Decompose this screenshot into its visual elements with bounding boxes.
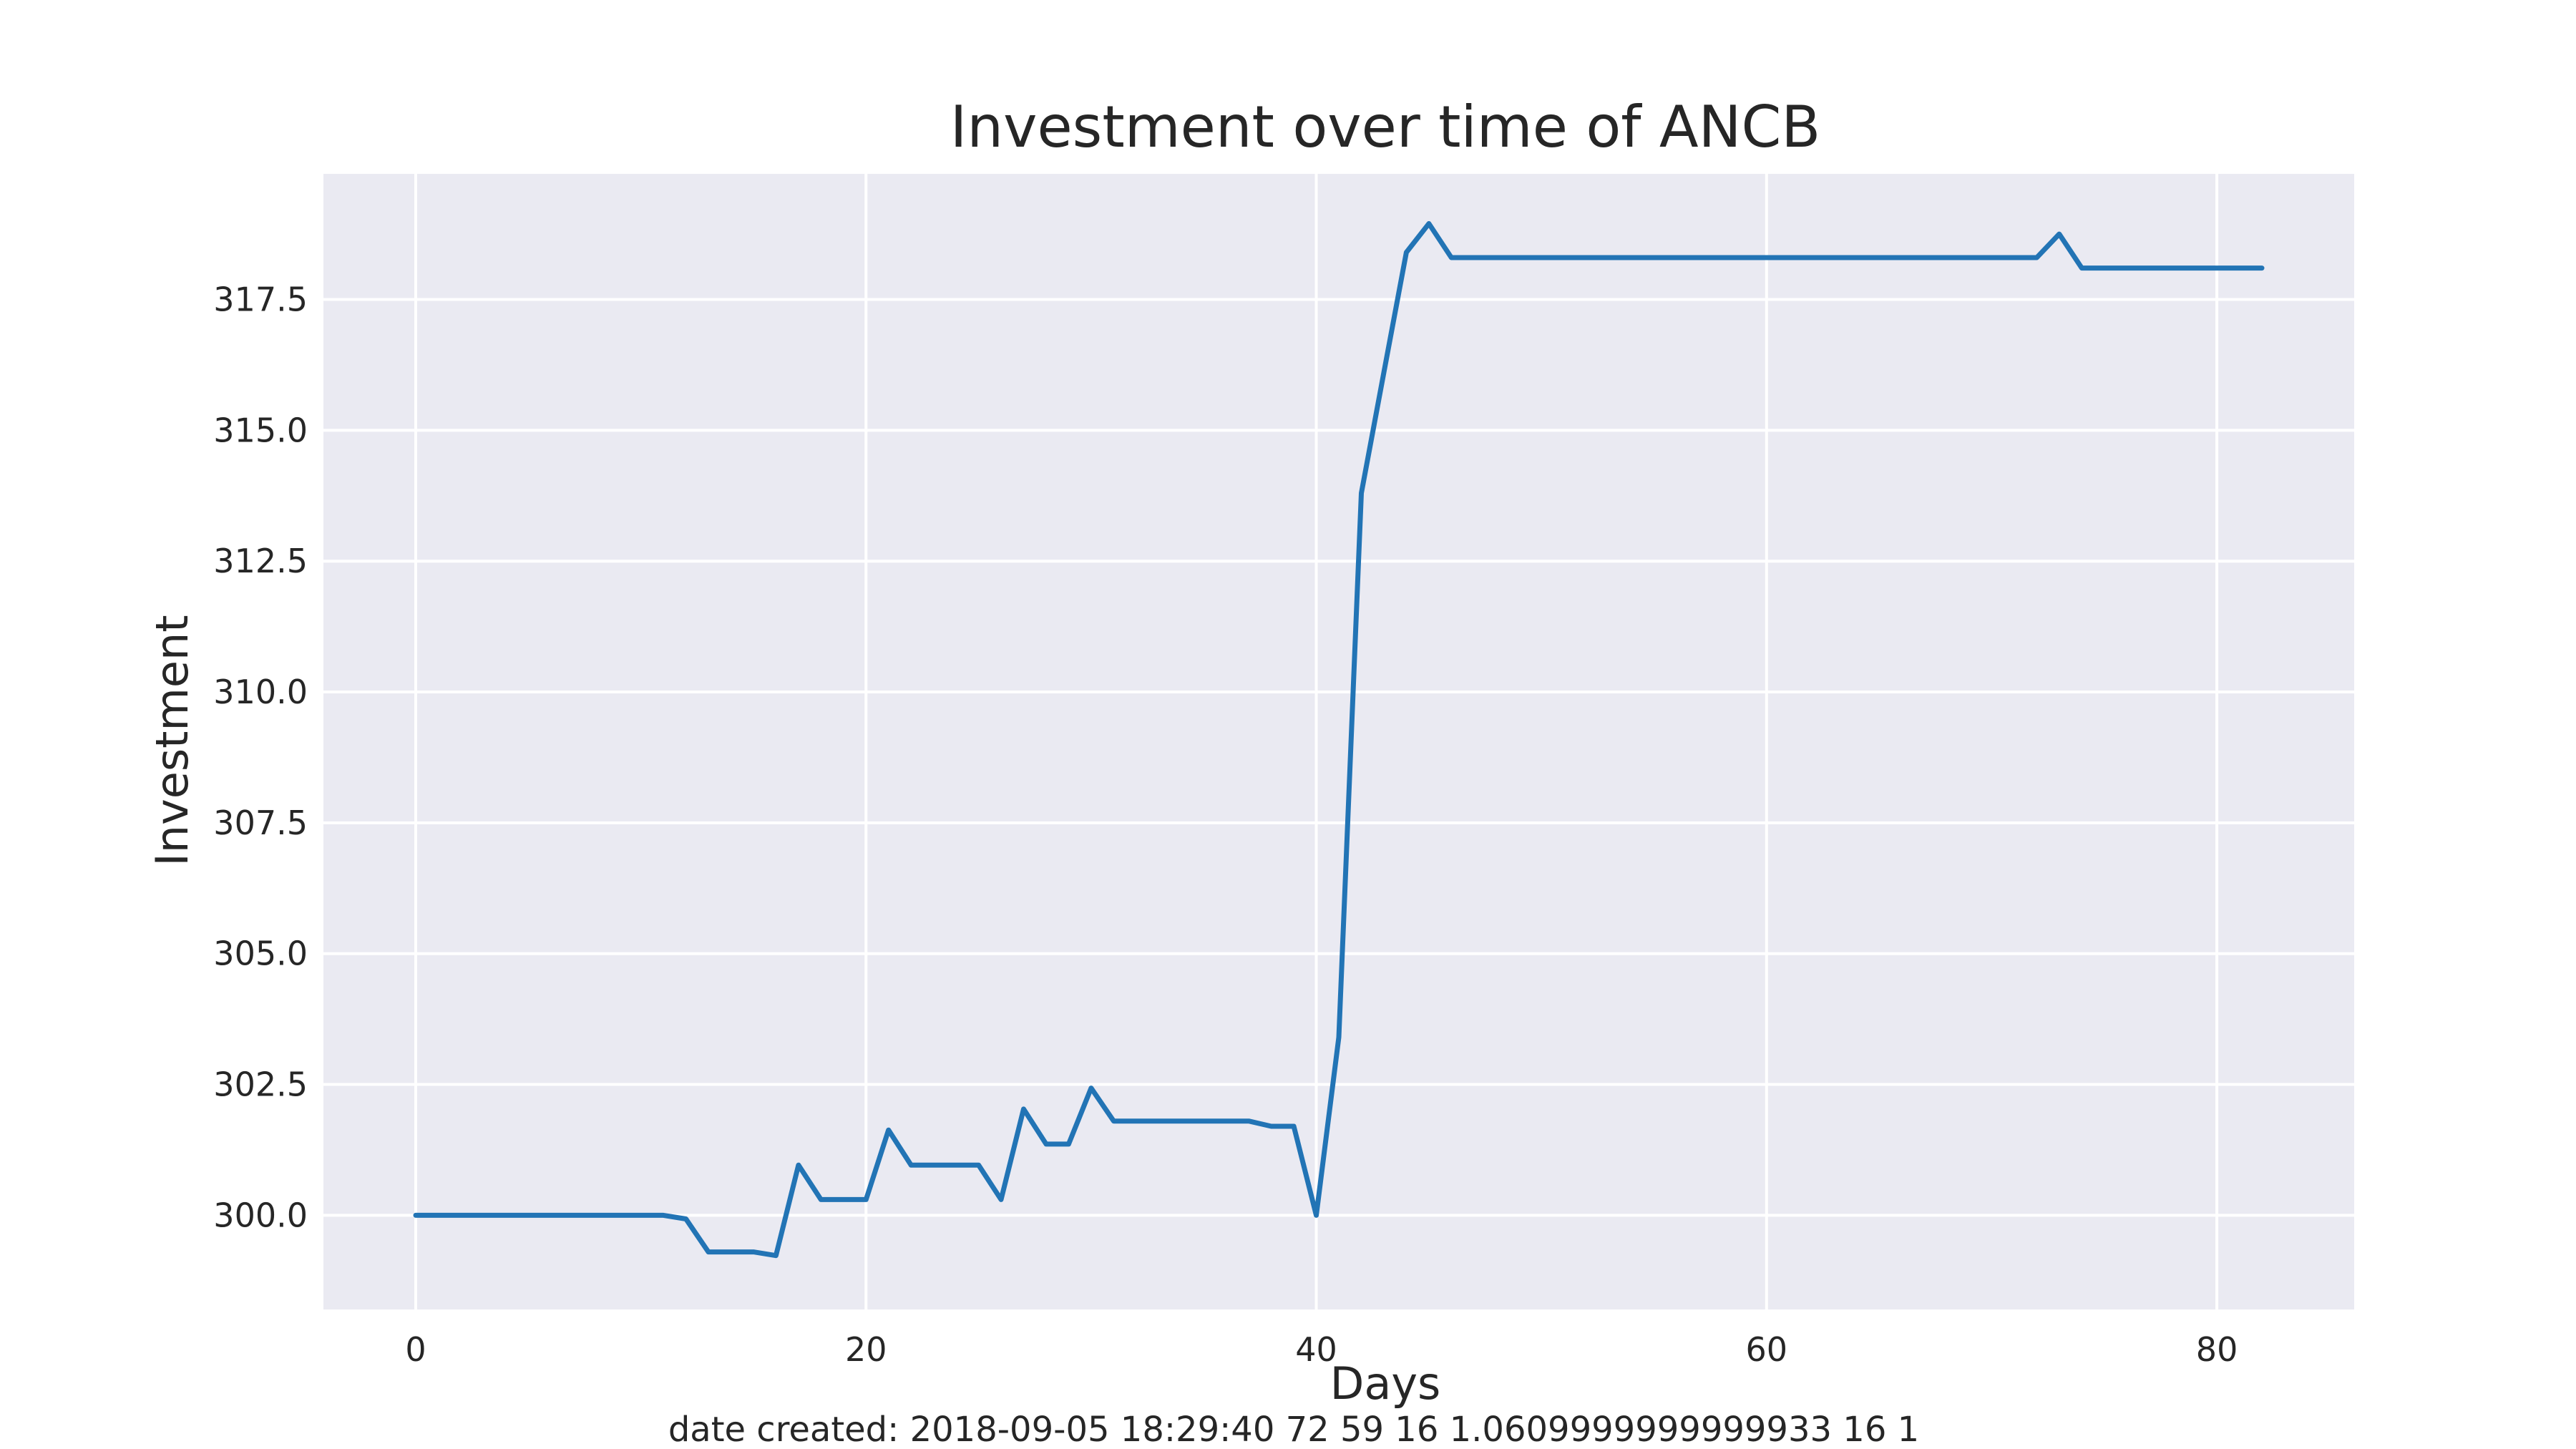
y-tick-label: 300.0 <box>213 1196 308 1234</box>
x-tick-labels: 0 20 40 60 80 <box>405 1330 2238 1369</box>
x-tick-label: 40 <box>1295 1330 1337 1369</box>
date-created-caption: date created: 2018-09-05 18:29:40 72 59 … <box>668 1410 1919 1449</box>
x-tick-label: 80 <box>2196 1330 2238 1369</box>
plot-background <box>323 174 2354 1309</box>
y-tick-label: 302.5 <box>213 1065 308 1104</box>
y-tick-label: 315.0 <box>213 411 308 449</box>
x-axis-label: Days <box>1330 1357 1441 1410</box>
y-tick-label: 307.5 <box>213 804 308 842</box>
x-tick-label: 60 <box>1746 1330 1788 1369</box>
x-tick-label: 20 <box>845 1330 887 1369</box>
y-axis-label: Investment <box>146 615 198 866</box>
chart-title: Investment over time of ANCB <box>950 94 1820 160</box>
y-tick-label: 312.5 <box>213 542 308 580</box>
investment-series-line <box>413 221 2265 1259</box>
y-tick-label: 317.5 <box>213 280 308 319</box>
x-gridlines <box>414 174 2219 1309</box>
y-tick-label: 305.0 <box>213 935 308 973</box>
x-tick-label: 0 <box>405 1330 426 1369</box>
y-tick-label: 310.0 <box>213 673 308 711</box>
y-tick-labels: 300.0 302.5 305.0 307.5 310.0 312.5 315.0 317.5 <box>213 280 308 1235</box>
